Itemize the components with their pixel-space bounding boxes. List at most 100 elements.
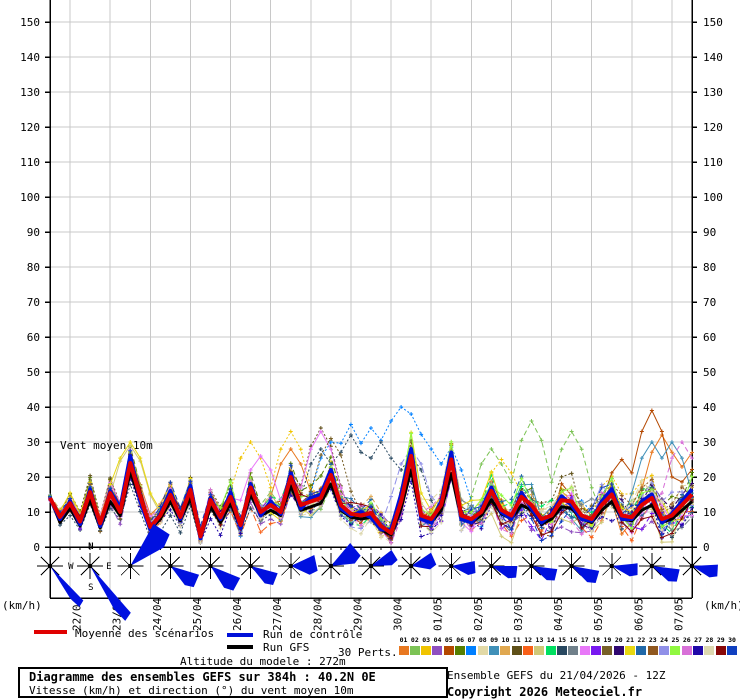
chart-title: Diagramme des ensembles GEFS sur 384h : …: [29, 670, 376, 684]
svg-text:30/04: 30/04: [392, 598, 405, 631]
svg-text:90: 90: [27, 226, 40, 239]
svg-text:22/04: 22/04: [71, 598, 84, 631]
axes: 0 0 10 10 20 20 30 30 40 40 50 50 60 60 70 70 80 80 90 90 10…: [2, 0, 740, 612]
member-number: 07: [467, 636, 476, 644]
svg-text:20: 20: [27, 471, 40, 484]
svg-text:03/05: 03/05: [512, 598, 525, 631]
gfs-line-swatch: [227, 645, 253, 649]
chart-info-box: Diagramme des ensembles GEFS sur 384h : …: [18, 667, 448, 698]
member-color-swatch: [591, 646, 602, 655]
member-color-swatch: [545, 646, 556, 655]
member-number: 12: [524, 636, 533, 644]
member-number: 15: [558, 636, 567, 644]
wind-direction-strip: N E S W: [37, 524, 718, 621]
svg-text:E: E: [106, 562, 111, 572]
member-color-swatch: [409, 646, 420, 655]
svg-text:130: 130: [703, 86, 723, 99]
member-number: 26: [682, 636, 691, 644]
member-number: 19: [603, 636, 612, 644]
member-number: 16: [569, 636, 578, 644]
mean-line: [48, 454, 694, 539]
wind-ensemble-plot: 0 0 10 10 20 20 30 30 40 40 50 50 60 60 70 70 80 80 90 90 10…: [2, 0, 740, 631]
legend-gfs-label: Run GFS: [263, 641, 310, 654]
member-color-swatch: [511, 646, 522, 655]
svg-text:04/05: 04/05: [552, 598, 565, 631]
member-number: 10: [501, 636, 510, 644]
wind-arrow: [157, 553, 200, 588]
svg-text:28/04: 28/04: [311, 598, 324, 631]
svg-text:100: 100: [703, 191, 723, 204]
svg-text:70: 70: [27, 296, 40, 309]
wind-arrow: N E S W: [68, 542, 131, 621]
member-number: 01: [399, 636, 408, 644]
member-number: 22: [637, 636, 646, 644]
member-color-swatch: [579, 646, 590, 655]
svg-text:80: 80: [703, 261, 716, 274]
svg-text:40: 40: [703, 401, 716, 414]
member-color-swatch: [625, 646, 636, 655]
member-color-swatch: [500, 646, 511, 655]
member-color-swatch: [647, 646, 658, 655]
member-number: 03: [422, 636, 431, 644]
member-number: 21: [626, 636, 634, 644]
svg-text:30: 30: [703, 436, 716, 449]
wind-arrow: [398, 552, 437, 579]
member-number: 18: [592, 636, 601, 644]
wind-arrow: [277, 553, 318, 579]
svg-text:40: 40: [27, 401, 40, 414]
member-number: 04: [433, 636, 442, 644]
svg-text:140: 140: [703, 51, 723, 64]
svg-text:150: 150: [20, 16, 40, 29]
chart-subtitle: Vitesse (km/h) et direction (°) du vent …: [29, 684, 354, 697]
svg-text:Vent moyen 10m: Vent moyen 10m: [60, 439, 153, 452]
member-number: 09: [490, 636, 499, 644]
member-color-swatch: [466, 646, 477, 655]
member-number: 23: [648, 636, 657, 644]
wind-arrow: [237, 553, 278, 585]
member-color-swatch: [443, 646, 454, 655]
member-number: 17: [580, 636, 589, 644]
wind-arrow: [638, 553, 680, 582]
wind-arrow: [197, 553, 241, 591]
altitude-label: Altitude du modele : 272m: [180, 655, 346, 668]
svg-text:50: 50: [27, 366, 40, 379]
member-number: 28: [705, 636, 714, 644]
svg-text:20: 20: [703, 471, 716, 484]
member-number: 11: [512, 636, 521, 644]
member-number: 30: [728, 636, 736, 644]
svg-text:25/04: 25/04: [191, 598, 204, 631]
svg-text:70: 70: [703, 296, 716, 309]
member-color-swatch: [534, 646, 545, 655]
member-color-swatch: [557, 646, 568, 655]
wind-arrow: [598, 553, 638, 579]
member-color-swatch: [715, 646, 726, 655]
member-color-swatch: [681, 646, 692, 655]
svg-text:60: 60: [703, 331, 716, 344]
svg-text:130: 130: [20, 86, 40, 99]
member-color-swatch: [602, 646, 613, 655]
svg-text:06/05: 06/05: [632, 598, 645, 631]
member-number: 14: [546, 636, 555, 644]
mean-line-swatch: [34, 630, 67, 634]
svg-text:26/04: 26/04: [231, 598, 244, 631]
svg-text:150: 150: [703, 16, 723, 29]
member-color-swatch: [421, 646, 432, 655]
svg-text:50: 50: [703, 366, 716, 379]
svg-text:90: 90: [703, 226, 716, 239]
svg-text:27/04: 27/04: [271, 598, 284, 631]
svg-text:120: 120: [20, 121, 40, 134]
wind-arrow: [317, 543, 361, 579]
member-color-swatch: [432, 646, 443, 655]
member-color-swatch: [636, 646, 647, 655]
svg-text:29/04: 29/04: [351, 598, 364, 631]
svg-text:30: 30: [27, 436, 40, 449]
svg-text:140: 140: [20, 51, 40, 64]
member-number: 02: [410, 636, 419, 644]
member-number: 06: [456, 636, 465, 644]
member-number: 05: [444, 636, 453, 644]
member-number: 08: [478, 636, 487, 644]
svg-text:120: 120: [703, 121, 723, 134]
date-axis-labels: 22/04 23/04 24/04 25/04 26/04 27/04 28/04 29/04…: [71, 598, 686, 631]
member-color-swatch: [568, 646, 579, 655]
